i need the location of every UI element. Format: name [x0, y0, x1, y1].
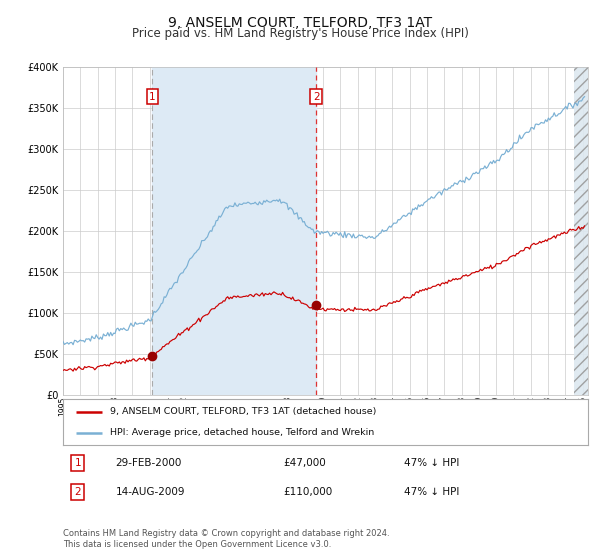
Text: HPI: Average price, detached house, Telford and Wrekin: HPI: Average price, detached house, Telf…	[110, 428, 374, 437]
Text: £110,000: £110,000	[284, 487, 333, 497]
Text: 14-AUG-2009: 14-AUG-2009	[115, 487, 185, 497]
Text: £47,000: £47,000	[284, 458, 326, 468]
Text: 9, ANSELM COURT, TELFORD, TF3 1AT: 9, ANSELM COURT, TELFORD, TF3 1AT	[168, 16, 432, 30]
Text: 9, ANSELM COURT, TELFORD, TF3 1AT (detached house): 9, ANSELM COURT, TELFORD, TF3 1AT (detac…	[110, 407, 377, 416]
Text: Contains HM Land Registry data © Crown copyright and database right 2024.
This d: Contains HM Land Registry data © Crown c…	[63, 529, 389, 549]
Text: 1: 1	[149, 92, 156, 102]
Text: 2: 2	[313, 92, 320, 102]
Text: 2: 2	[74, 487, 81, 497]
Text: 1: 1	[74, 458, 81, 468]
Bar	[152, 67, 316, 395]
Text: Price paid vs. HM Land Registry's House Price Index (HPI): Price paid vs. HM Land Registry's House …	[131, 27, 469, 40]
Text: 47% ↓ HPI: 47% ↓ HPI	[404, 458, 460, 468]
Text: 47% ↓ HPI: 47% ↓ HPI	[404, 487, 460, 497]
Bar	[574, 67, 589, 395]
Text: 29-FEB-2000: 29-FEB-2000	[115, 458, 182, 468]
